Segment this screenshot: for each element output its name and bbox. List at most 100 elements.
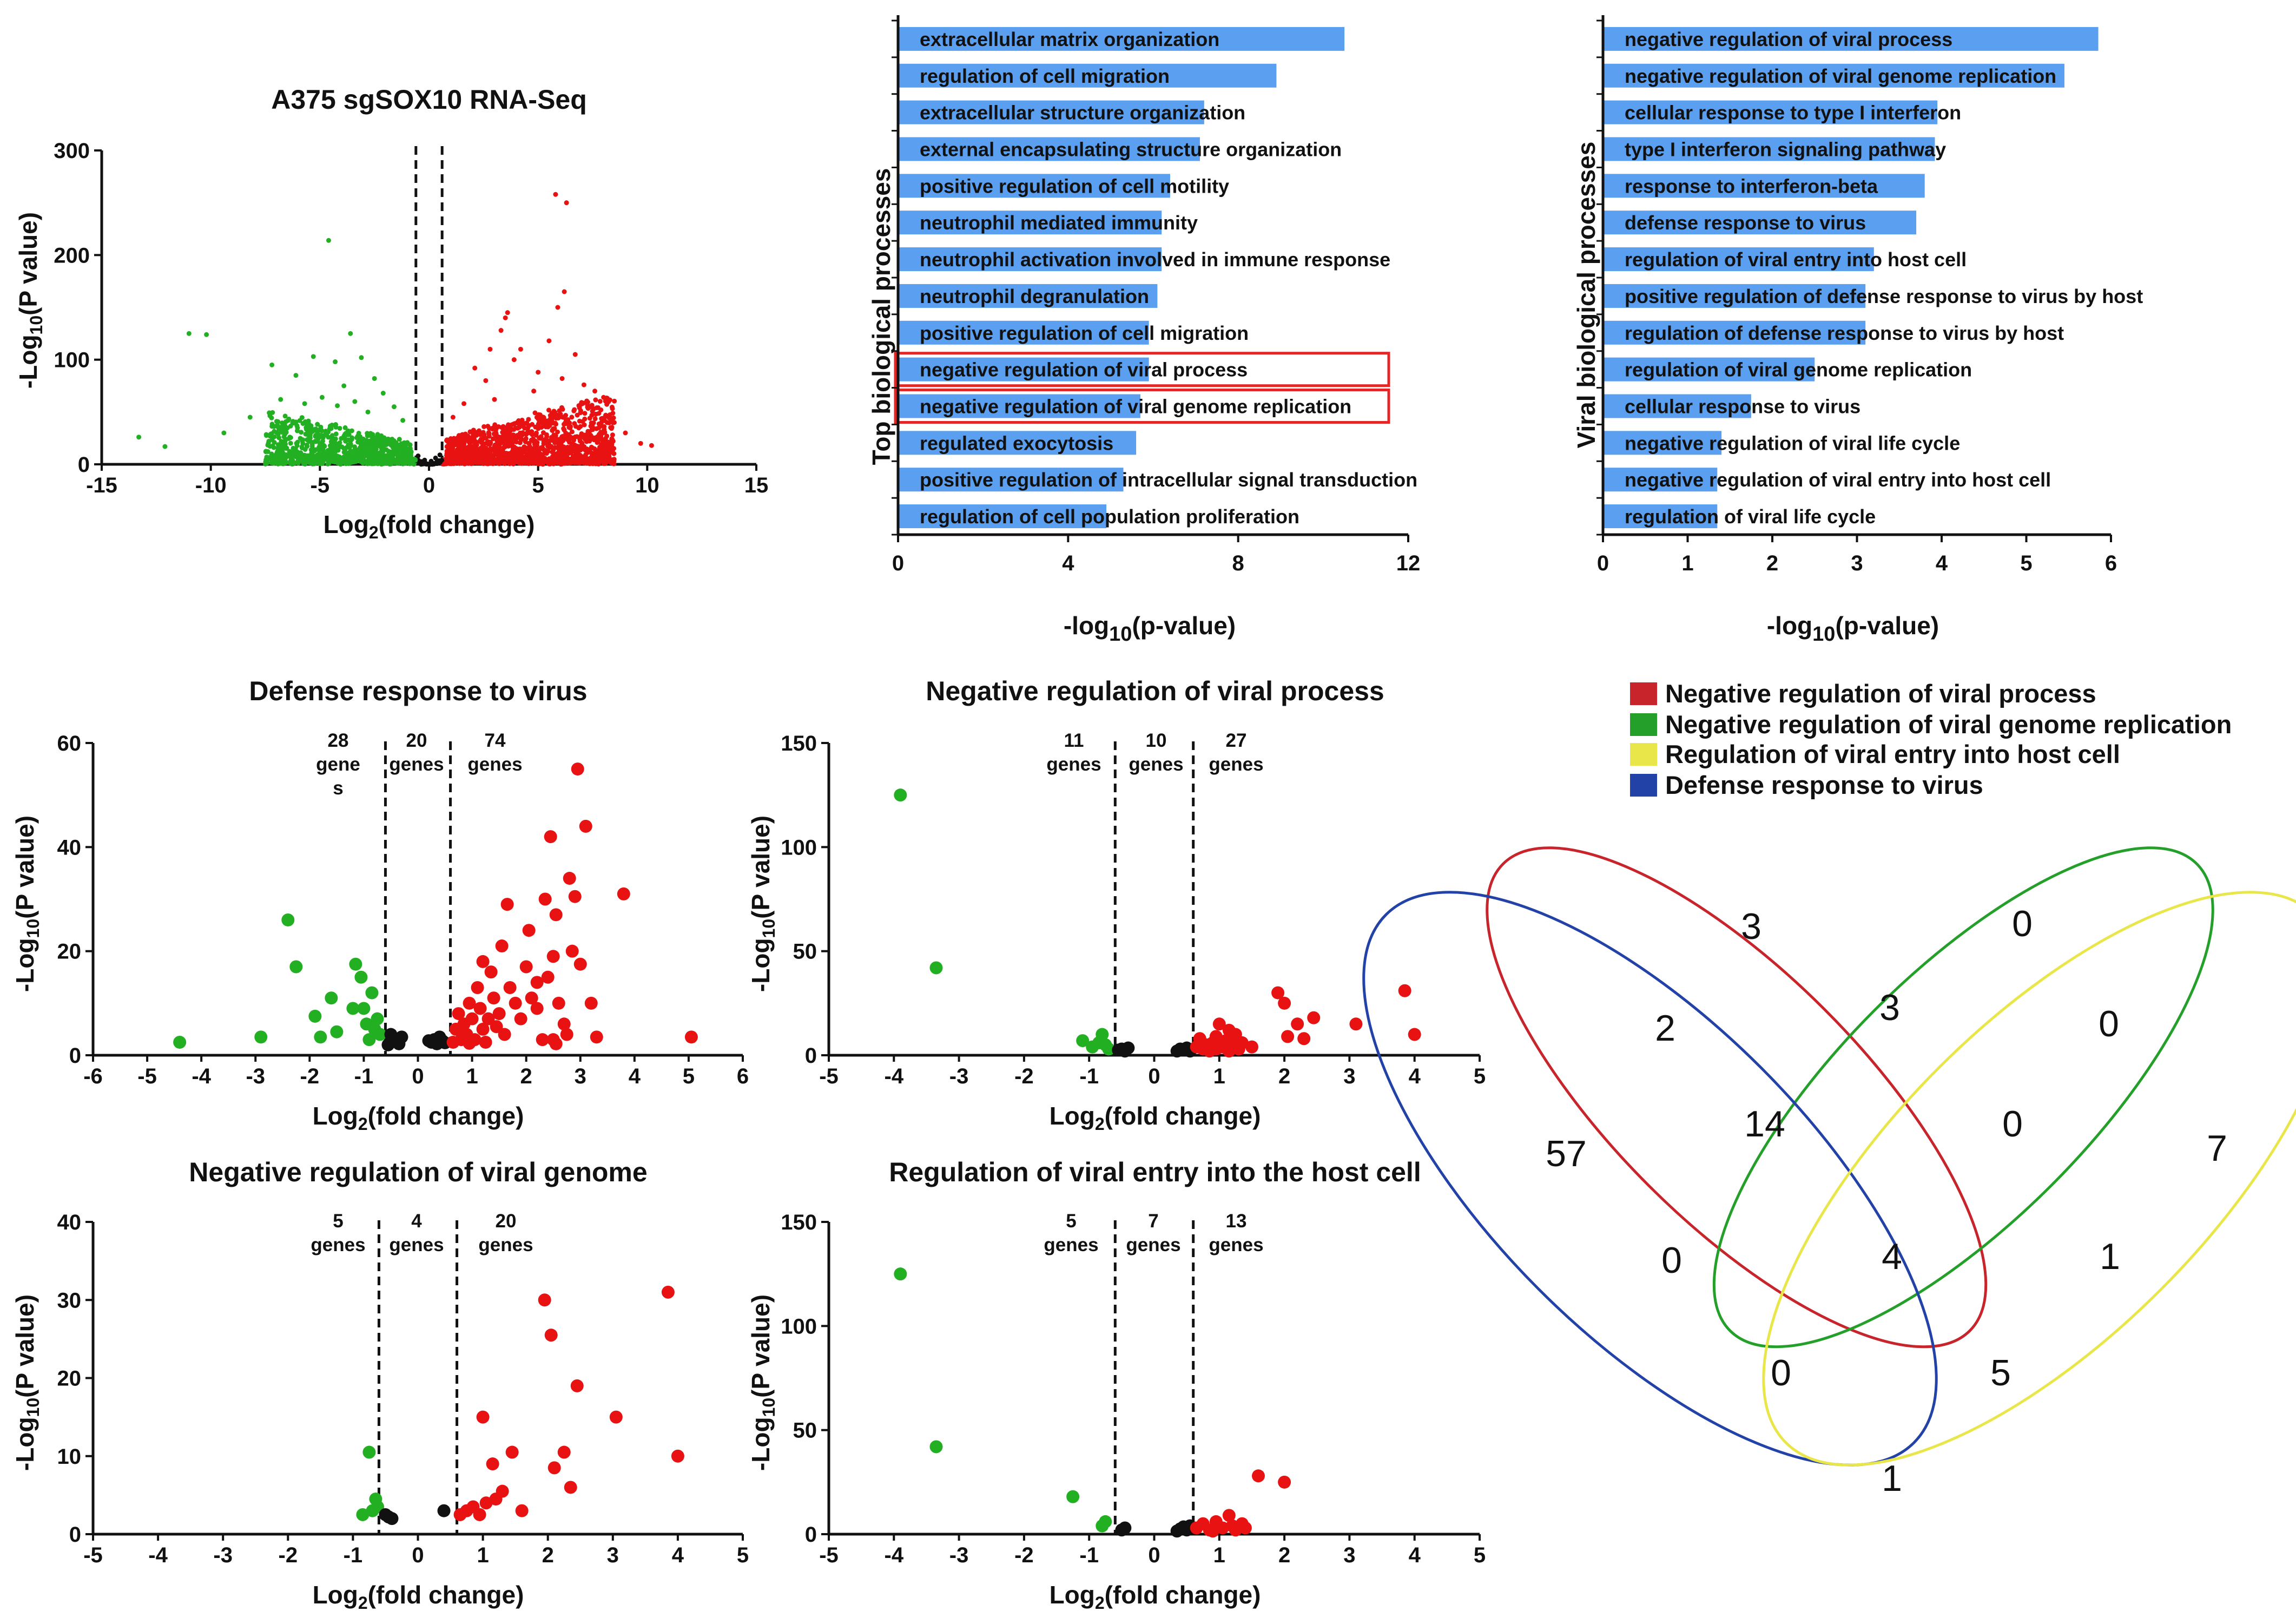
venn-count-blue-green-yellow: 0 xyxy=(1771,1352,1791,1393)
data-point-up xyxy=(507,459,512,464)
data-point-up xyxy=(547,413,553,418)
data-point-ns xyxy=(395,1030,408,1044)
data-point-up xyxy=(473,1508,486,1521)
x-tick-label: -3 xyxy=(949,1543,969,1567)
volcano-defense-title: Defense response to virus xyxy=(249,676,587,706)
data-point-up xyxy=(545,441,551,446)
gene-count-label: genes xyxy=(1209,1234,1263,1255)
venn-count-blue-yellow: 1 xyxy=(1882,1458,1902,1499)
bar-category-label: negative regulation of viral entry into … xyxy=(1625,469,2051,491)
x-tick-label: 4 xyxy=(1409,1543,1421,1567)
y-tick-label: 40 xyxy=(57,1211,82,1234)
data-point-down xyxy=(400,418,406,423)
y-tick-label: 100 xyxy=(54,349,90,372)
data-point-up xyxy=(565,455,570,461)
bar xyxy=(898,63,1277,88)
legend-swatch-yellow xyxy=(1630,743,1657,766)
data-point-up xyxy=(557,1445,571,1459)
data-point-up xyxy=(472,365,478,371)
data-point-up xyxy=(448,439,454,445)
data-point-up xyxy=(510,449,515,454)
gene-count-label: genes xyxy=(478,1234,533,1255)
data-point-up xyxy=(593,397,598,403)
data-point-down xyxy=(162,444,168,449)
data-point-up xyxy=(585,406,591,411)
x-tick-label: 0 xyxy=(1148,1064,1160,1088)
data-point-up xyxy=(594,426,599,431)
data-point-up xyxy=(602,439,607,444)
data-point-up xyxy=(1209,1042,1223,1056)
data-point-up xyxy=(553,192,558,197)
data-point-down xyxy=(391,404,397,410)
data-point-up xyxy=(461,401,467,406)
data-point-down xyxy=(367,459,373,464)
data-point-down xyxy=(357,1002,371,1015)
data-point-up xyxy=(560,438,566,443)
data-point-up xyxy=(518,346,523,352)
volcano-negviral-panel: Negative regulation of viral process -Lo… xyxy=(747,676,1486,1134)
data-point-ns xyxy=(385,1512,399,1526)
data-point-up xyxy=(612,398,617,404)
data-point-up xyxy=(573,446,578,452)
data-point-up xyxy=(481,432,487,437)
data-point-up xyxy=(579,401,585,406)
legend-label-red: Negative regulation of viral process xyxy=(1665,679,2096,708)
data-point-down xyxy=(381,455,387,460)
gene-count-label: genes xyxy=(1209,754,1263,775)
data-point-up xyxy=(564,200,569,206)
legend-label-blue: Defense response to virus xyxy=(1665,771,1983,799)
data-point-down xyxy=(395,444,401,450)
bar-category-label: positive regulation of defense response … xyxy=(1625,285,2143,307)
data-point-down xyxy=(388,442,393,448)
data-point-up xyxy=(481,424,487,429)
data-point-up xyxy=(593,450,599,456)
volcano-main-panel: A375 sgSOX10 RNA-Seq -Log10(P value) Log… xyxy=(14,84,768,542)
data-point-down xyxy=(331,445,337,451)
data-point-down xyxy=(320,435,326,440)
data-point-up xyxy=(518,448,524,453)
data-point-up xyxy=(589,403,595,409)
x-tick-label: 5 xyxy=(532,474,544,497)
venn-count-blue-red-yellow: 5 xyxy=(1990,1352,2011,1393)
viral-bp-xlabel: -log10(p-value) xyxy=(1767,612,1939,646)
data-point-down xyxy=(344,455,349,461)
data-point-up xyxy=(538,434,544,439)
data-point-down xyxy=(302,452,307,458)
data-point-up xyxy=(505,451,510,456)
data-point-down xyxy=(221,430,227,436)
data-point-down xyxy=(278,397,283,402)
data-point-up xyxy=(572,407,577,412)
data-point-up xyxy=(586,457,592,463)
data-point-down xyxy=(302,401,307,406)
top-bp-xlabel: -log10(p-value) xyxy=(1064,612,1236,646)
x-tick-label: 0 xyxy=(412,1543,424,1567)
data-point-up xyxy=(671,1449,684,1463)
y-tick-label: 0 xyxy=(69,1523,81,1547)
data-point-down xyxy=(929,1440,943,1454)
data-point-up xyxy=(598,424,603,429)
data-point-up xyxy=(526,455,531,461)
data-point-down xyxy=(380,391,386,396)
data-point-up xyxy=(590,409,595,414)
x-tick-label: 2 xyxy=(1278,1543,1290,1567)
gene-count-number: 10 xyxy=(1146,730,1167,751)
volcano-entry-ylabel: -Log10(P value) xyxy=(747,1294,778,1471)
data-point-up xyxy=(1251,1469,1265,1483)
data-point-up xyxy=(1281,1030,1295,1043)
x-tick-label: 3 xyxy=(1343,1064,1355,1088)
data-point-down xyxy=(270,454,276,459)
bar xyxy=(1603,247,1874,272)
x-tick-label: 15 xyxy=(744,474,769,497)
data-point-down xyxy=(372,376,377,381)
bar-category-label: negative regulation of viral genome repl… xyxy=(1625,65,2056,87)
data-point-down xyxy=(281,434,287,439)
data-point-down xyxy=(323,451,328,457)
data-point-up xyxy=(503,315,508,320)
data-point-down xyxy=(329,433,335,438)
data-point-up xyxy=(486,1457,499,1471)
bar xyxy=(1603,63,2064,88)
bar-category-label: neutrophil activation involved in immune… xyxy=(920,248,1390,271)
data-point-up xyxy=(473,1002,487,1015)
data-point-down xyxy=(282,413,288,419)
data-point-down xyxy=(304,442,309,448)
